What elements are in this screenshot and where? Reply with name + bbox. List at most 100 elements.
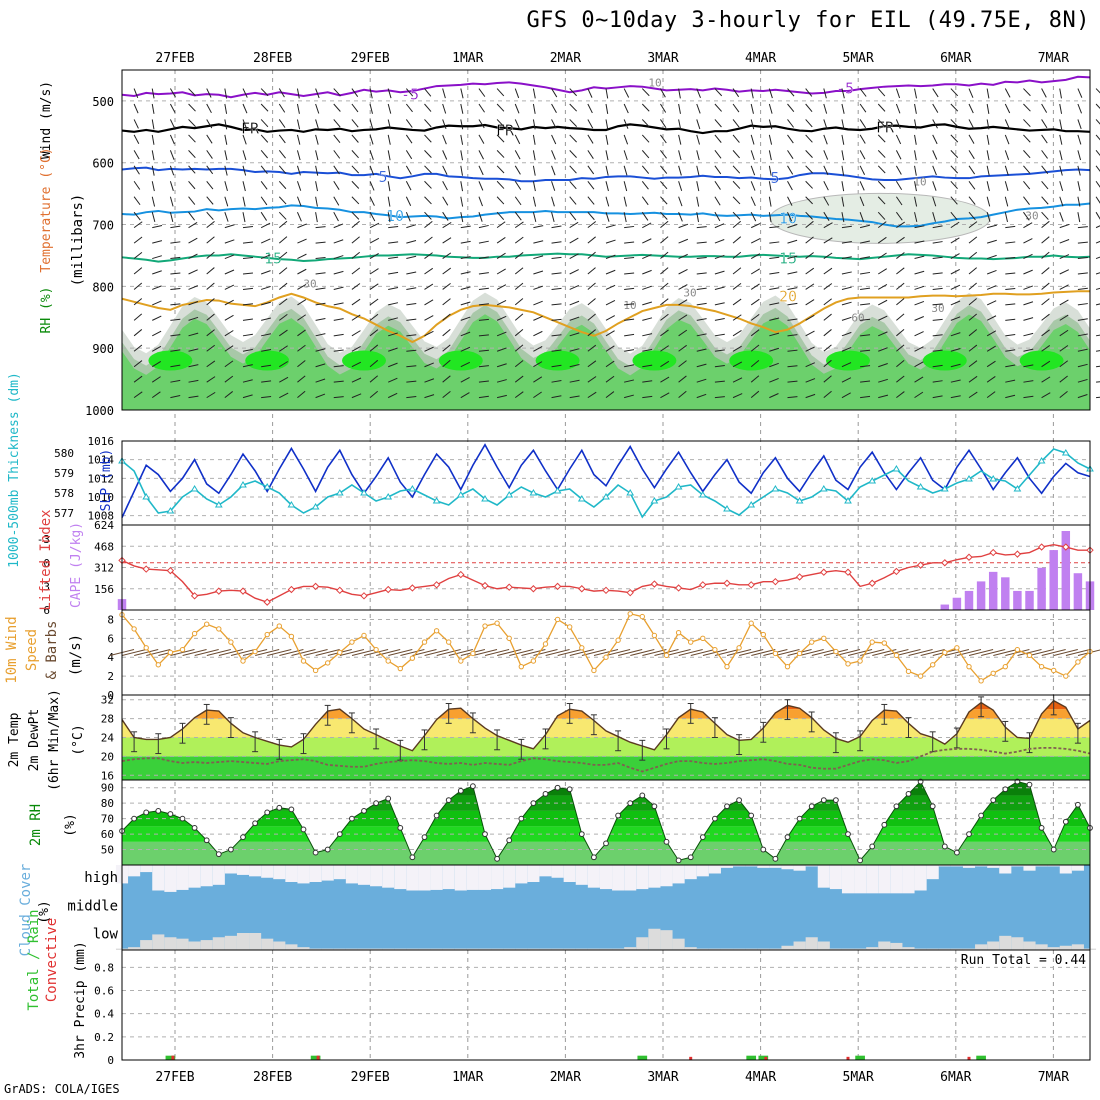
cloud-low-bar — [878, 941, 891, 950]
data-point — [687, 854, 694, 861]
wind-barb — [133, 180, 141, 190]
wind-barb — [1041, 103, 1048, 113]
wind-barb — [732, 236, 742, 244]
data-point — [311, 503, 320, 510]
wind-barb — [841, 165, 845, 176]
wind-barb — [460, 256, 471, 260]
wind-barb — [642, 301, 653, 306]
cloud-high-clear — [987, 865, 1000, 868]
wind-barb — [805, 236, 814, 244]
wind-barb — [224, 391, 234, 399]
wind-barb — [151, 103, 155, 114]
precip-total-bar — [310, 1055, 321, 1060]
wind-barb — [714, 134, 722, 143]
wind-barb — [823, 329, 832, 337]
data-point — [457, 570, 465, 579]
wind-barb — [987, 224, 997, 229]
wind-barb — [424, 180, 432, 189]
cloud-high-clear — [188, 865, 201, 888]
wind-barb — [859, 150, 866, 160]
wind-barb — [660, 392, 670, 399]
wind-barb — [551, 349, 562, 352]
wind-barb — [605, 360, 615, 368]
wind-barb — [1095, 180, 1100, 188]
wind-barb — [1041, 360, 1051, 368]
data-point — [844, 497, 852, 504]
cloud-high-clear — [926, 865, 939, 880]
cloud-high-clear — [817, 865, 830, 888]
wind-barb — [442, 267, 452, 275]
wind-barb — [624, 257, 635, 260]
cape-bar — [964, 590, 974, 610]
wind-barb — [732, 196, 741, 205]
wind-barb — [642, 649, 667, 656]
wind-barb — [914, 285, 925, 290]
wind-barb — [750, 119, 755, 130]
wind-barb — [750, 283, 760, 290]
wind-barb — [351, 314, 361, 321]
wind-barb — [768, 196, 772, 207]
wind-barb — [224, 269, 235, 275]
wind-barb — [914, 212, 918, 223]
cloud-low-bar — [636, 937, 649, 950]
wind-barb — [442, 298, 451, 306]
wind-barb — [750, 298, 760, 306]
wind-barb — [877, 119, 886, 128]
cloud-low-bar — [466, 948, 479, 950]
data-point — [481, 495, 489, 502]
cloud-high-clear — [345, 865, 358, 884]
cloud-low-bar — [575, 948, 588, 950]
data-point — [892, 567, 901, 576]
wind-barb — [532, 103, 536, 114]
wind-barb — [986, 119, 990, 130]
data-point — [1062, 543, 1070, 551]
data-point — [239, 481, 247, 488]
wind-barb — [805, 362, 816, 368]
wind-barb — [630, 649, 655, 656]
wind-barb — [823, 196, 830, 206]
data-point — [155, 808, 162, 814]
wind-barb — [896, 236, 905, 244]
data-point — [577, 495, 586, 502]
wind-barb — [805, 196, 813, 205]
wind-barb — [242, 181, 246, 192]
wind-barb — [170, 649, 195, 656]
wind-barb — [569, 395, 580, 399]
wind-barb — [569, 180, 577, 190]
wind-barb — [750, 211, 757, 222]
y-tick-label: -3 — [37, 533, 50, 546]
cloud-low-bar — [370, 948, 383, 950]
wind-barb — [860, 318, 871, 321]
wind-barb — [805, 150, 813, 158]
data-point — [809, 639, 815, 645]
rh-contour-label: 10 — [913, 175, 926, 188]
rh-shade-90 — [122, 314, 1090, 410]
wind-barb — [261, 349, 272, 352]
data-point — [940, 485, 949, 492]
wind-barb — [569, 165, 577, 174]
wind-barb — [496, 134, 505, 143]
wind-barb — [260, 222, 271, 229]
cloud-low-bar — [1047, 947, 1060, 950]
wind-barb — [660, 196, 668, 205]
wind-barb — [400, 649, 425, 656]
wind-barb — [678, 649, 703, 656]
wind-barb — [369, 222, 380, 229]
wind-barb — [224, 103, 228, 114]
wind-barb — [641, 211, 649, 221]
data-point — [542, 791, 549, 797]
data-point — [626, 588, 634, 597]
wind-barb — [932, 196, 937, 207]
wind-barb — [551, 165, 556, 176]
wind-barb — [968, 344, 978, 352]
wind-barb — [387, 88, 392, 99]
wind-barb — [478, 287, 489, 290]
wind-barb — [460, 181, 464, 192]
cloud-high-clear — [224, 865, 237, 874]
wind-barb — [878, 284, 888, 290]
y-tick-label: 70 — [101, 813, 114, 826]
data-point — [674, 483, 683, 490]
wind-barb — [1041, 649, 1066, 656]
wind-barb — [986, 269, 997, 275]
